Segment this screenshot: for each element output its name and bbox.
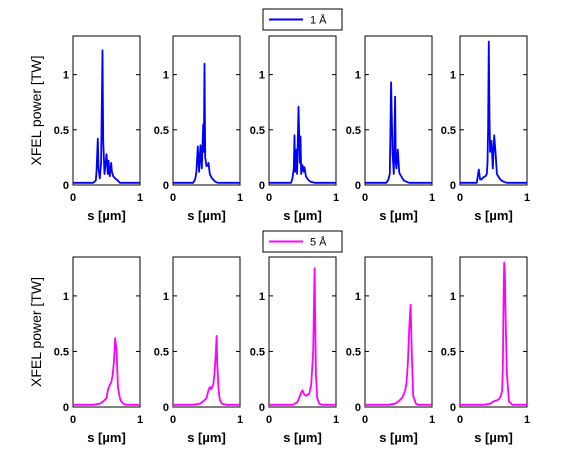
y-tick-label: 0 [163, 402, 169, 414]
axes-box [459, 256, 528, 408]
y-tick-label: 1 [355, 70, 361, 82]
x-tick-label: 0 [266, 192, 272, 204]
y-axis-label: XFEL power [TW] [28, 277, 44, 387]
x-tick-label: 1 [237, 192, 243, 204]
y-tick-label: 0.5 [250, 346, 265, 358]
y-tick-label: 1 [63, 291, 69, 303]
y-tick-label: 0 [259, 402, 265, 414]
y-tick-label: 0.5 [441, 125, 456, 137]
y-tick-label: 0.5 [154, 125, 169, 137]
x-axis-label: s [µm] [283, 430, 322, 445]
panel-r1-c3: 0 0.5 1 0 1 s [µm] [250, 35, 339, 223]
legend-label: 5 Å [310, 236, 327, 249]
axes-box [172, 35, 241, 186]
x-axis-label: s [µm] [474, 430, 513, 445]
y-tick-label: 1 [355, 291, 361, 303]
x-tick-label: 0 [362, 414, 368, 426]
y-tick-label: 1 [450, 70, 456, 82]
x-tick-label: 1 [333, 414, 339, 426]
panel-r1-c4: 0 0.5 1 0 1 s [µm] [346, 35, 435, 223]
y-tick-label: 0 [63, 180, 69, 192]
y-tick-label: 1 [259, 70, 265, 82]
panel-r1-c2: 0 0.5 1 0 1 s [µm] [154, 35, 243, 223]
y-tick-label: 0.5 [346, 346, 361, 358]
legend-row-1: 1 Å [262, 8, 343, 31]
x-axis-label: s [µm] [379, 430, 418, 445]
y-tick-label: 0 [450, 180, 456, 192]
series-line [173, 334, 240, 406]
panel-r2-c4: 0 0.5 1 0 1 s [µm] [346, 256, 435, 445]
x-tick-label: 1 [524, 414, 530, 426]
panel-r1-c5: 0 0.5 1 0 1 s [µm] [441, 35, 530, 223]
y-tick-label: 0 [355, 180, 361, 192]
x-tick-label: 0 [70, 192, 76, 204]
x-tick-label: 1 [237, 414, 243, 426]
x-tick-label: 1 [137, 192, 143, 204]
axes-box [72, 35, 141, 186]
y-tick-label: 1 [259, 291, 265, 303]
panel-r2-c2: 0 0.5 1 0 1 s [µm] [154, 256, 243, 445]
axes-box [364, 35, 433, 186]
y-axis-label: XFEL power [TW] [28, 56, 44, 166]
panel-r1-c1: 0 0.5 1 0 1 s [µm] [54, 35, 143, 223]
x-tick-label: 1 [333, 192, 339, 204]
x-tick-label: 1 [429, 192, 435, 204]
series-line [365, 81, 432, 184]
panel-r2-c5: 0 0.5 1 0 1 s [µm] [441, 256, 530, 445]
x-tick-label: 1 [429, 414, 435, 426]
x-axis-label: s [µm] [187, 208, 226, 223]
series-line [365, 303, 432, 406]
y-tick-label: 0.5 [54, 346, 69, 358]
x-tick-label: 0 [457, 414, 463, 426]
y-tick-label: 0 [355, 402, 361, 414]
y-tick-label: 0.5 [250, 125, 265, 137]
y-tick-label: 0 [163, 180, 169, 192]
x-tick-label: 0 [362, 192, 368, 204]
axes-box [72, 256, 141, 408]
axes-box [268, 35, 337, 186]
x-axis-label: s [µm] [474, 208, 513, 223]
y-tick-label: 0 [259, 180, 265, 192]
y-tick-label: 0.5 [54, 125, 69, 137]
series-line [460, 261, 527, 406]
series-line [269, 267, 336, 406]
y-tick-label: 0.5 [346, 125, 361, 137]
x-tick-label: 0 [170, 414, 176, 426]
x-tick-label: 0 [170, 192, 176, 204]
x-tick-label: 1 [137, 414, 143, 426]
y-tick-label: 0 [450, 402, 456, 414]
y-tick-label: 0.5 [154, 346, 169, 358]
x-axis-label: s [µm] [379, 208, 418, 223]
series-line [73, 49, 140, 184]
y-tick-label: 0.5 [441, 346, 456, 358]
x-tick-label: 1 [524, 192, 530, 204]
axes-box [268, 256, 337, 408]
y-tick-label: 1 [450, 291, 456, 303]
series-line [269, 105, 336, 184]
x-tick-label: 0 [70, 414, 76, 426]
legend-label: 1 Å [310, 14, 327, 27]
x-tick-label: 0 [457, 192, 463, 204]
y-tick-label: 1 [163, 291, 169, 303]
axes-box [459, 35, 528, 186]
axes-box [364, 256, 433, 408]
y-tick-label: 1 [163, 70, 169, 82]
legend-row-2: 5 Å [262, 230, 343, 253]
series-line [173, 62, 240, 184]
panel-r2-c1: 0 0.5 1 0 1 s [µm] [54, 256, 143, 445]
y-tick-label: 1 [63, 70, 69, 82]
series-line [460, 40, 527, 184]
axes-box [172, 256, 241, 408]
y-tick-label: 0 [63, 402, 69, 414]
x-axis-label: s [µm] [87, 430, 126, 445]
panel-r2-c3: 0 0.5 1 0 1 s [µm] [250, 256, 339, 445]
series-line [73, 337, 140, 406]
x-axis-label: s [µm] [283, 208, 322, 223]
x-axis-label: s [µm] [87, 208, 126, 223]
x-tick-label: 0 [266, 414, 272, 426]
x-axis-label: s [µm] [187, 430, 226, 445]
